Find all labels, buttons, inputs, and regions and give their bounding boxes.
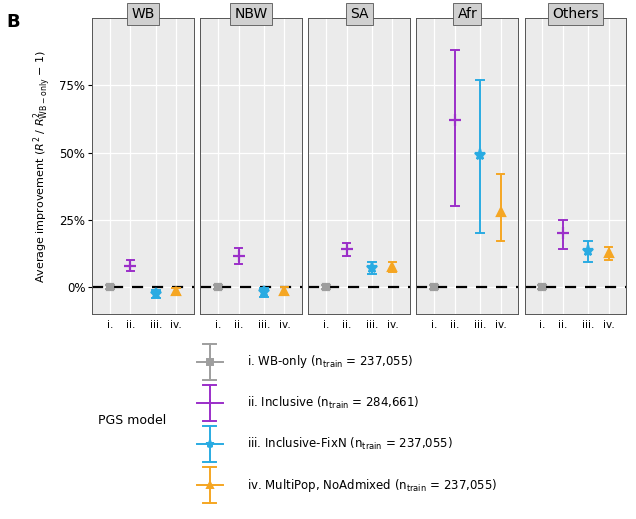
Text: ii. Inclusive (n$_{\rm train}$ = 284,661): ii. Inclusive (n$_{\rm train}$ = 284,661… xyxy=(247,395,420,411)
Y-axis label: Average improvement ($R^2$ / $R^2_\mathregular{WB-only}$ − 1): Average improvement ($R^2$ / $R^2_\mathr… xyxy=(32,49,53,283)
Title: NBW: NBW xyxy=(235,7,268,21)
Text: PGS model: PGS model xyxy=(97,414,166,427)
Title: Afr: Afr xyxy=(457,7,477,21)
Title: WB: WB xyxy=(132,7,155,21)
Text: iv. MultiPop, NoAdmixed (n$_{\rm train}$ = 237,055): iv. MultiPop, NoAdmixed (n$_{\rm train}$… xyxy=(247,476,497,494)
Text: iii. Inclusive-FixN (n$_{\rm train}$ = 237,055): iii. Inclusive-FixN (n$_{\rm train}$ = 2… xyxy=(247,436,453,452)
Title: Others: Others xyxy=(552,7,598,21)
Text: i. WB-only (n$_{\rm train}$ = 237,055): i. WB-only (n$_{\rm train}$ = 237,055) xyxy=(247,353,413,370)
Text: B: B xyxy=(6,13,20,31)
Title: SA: SA xyxy=(350,7,369,21)
